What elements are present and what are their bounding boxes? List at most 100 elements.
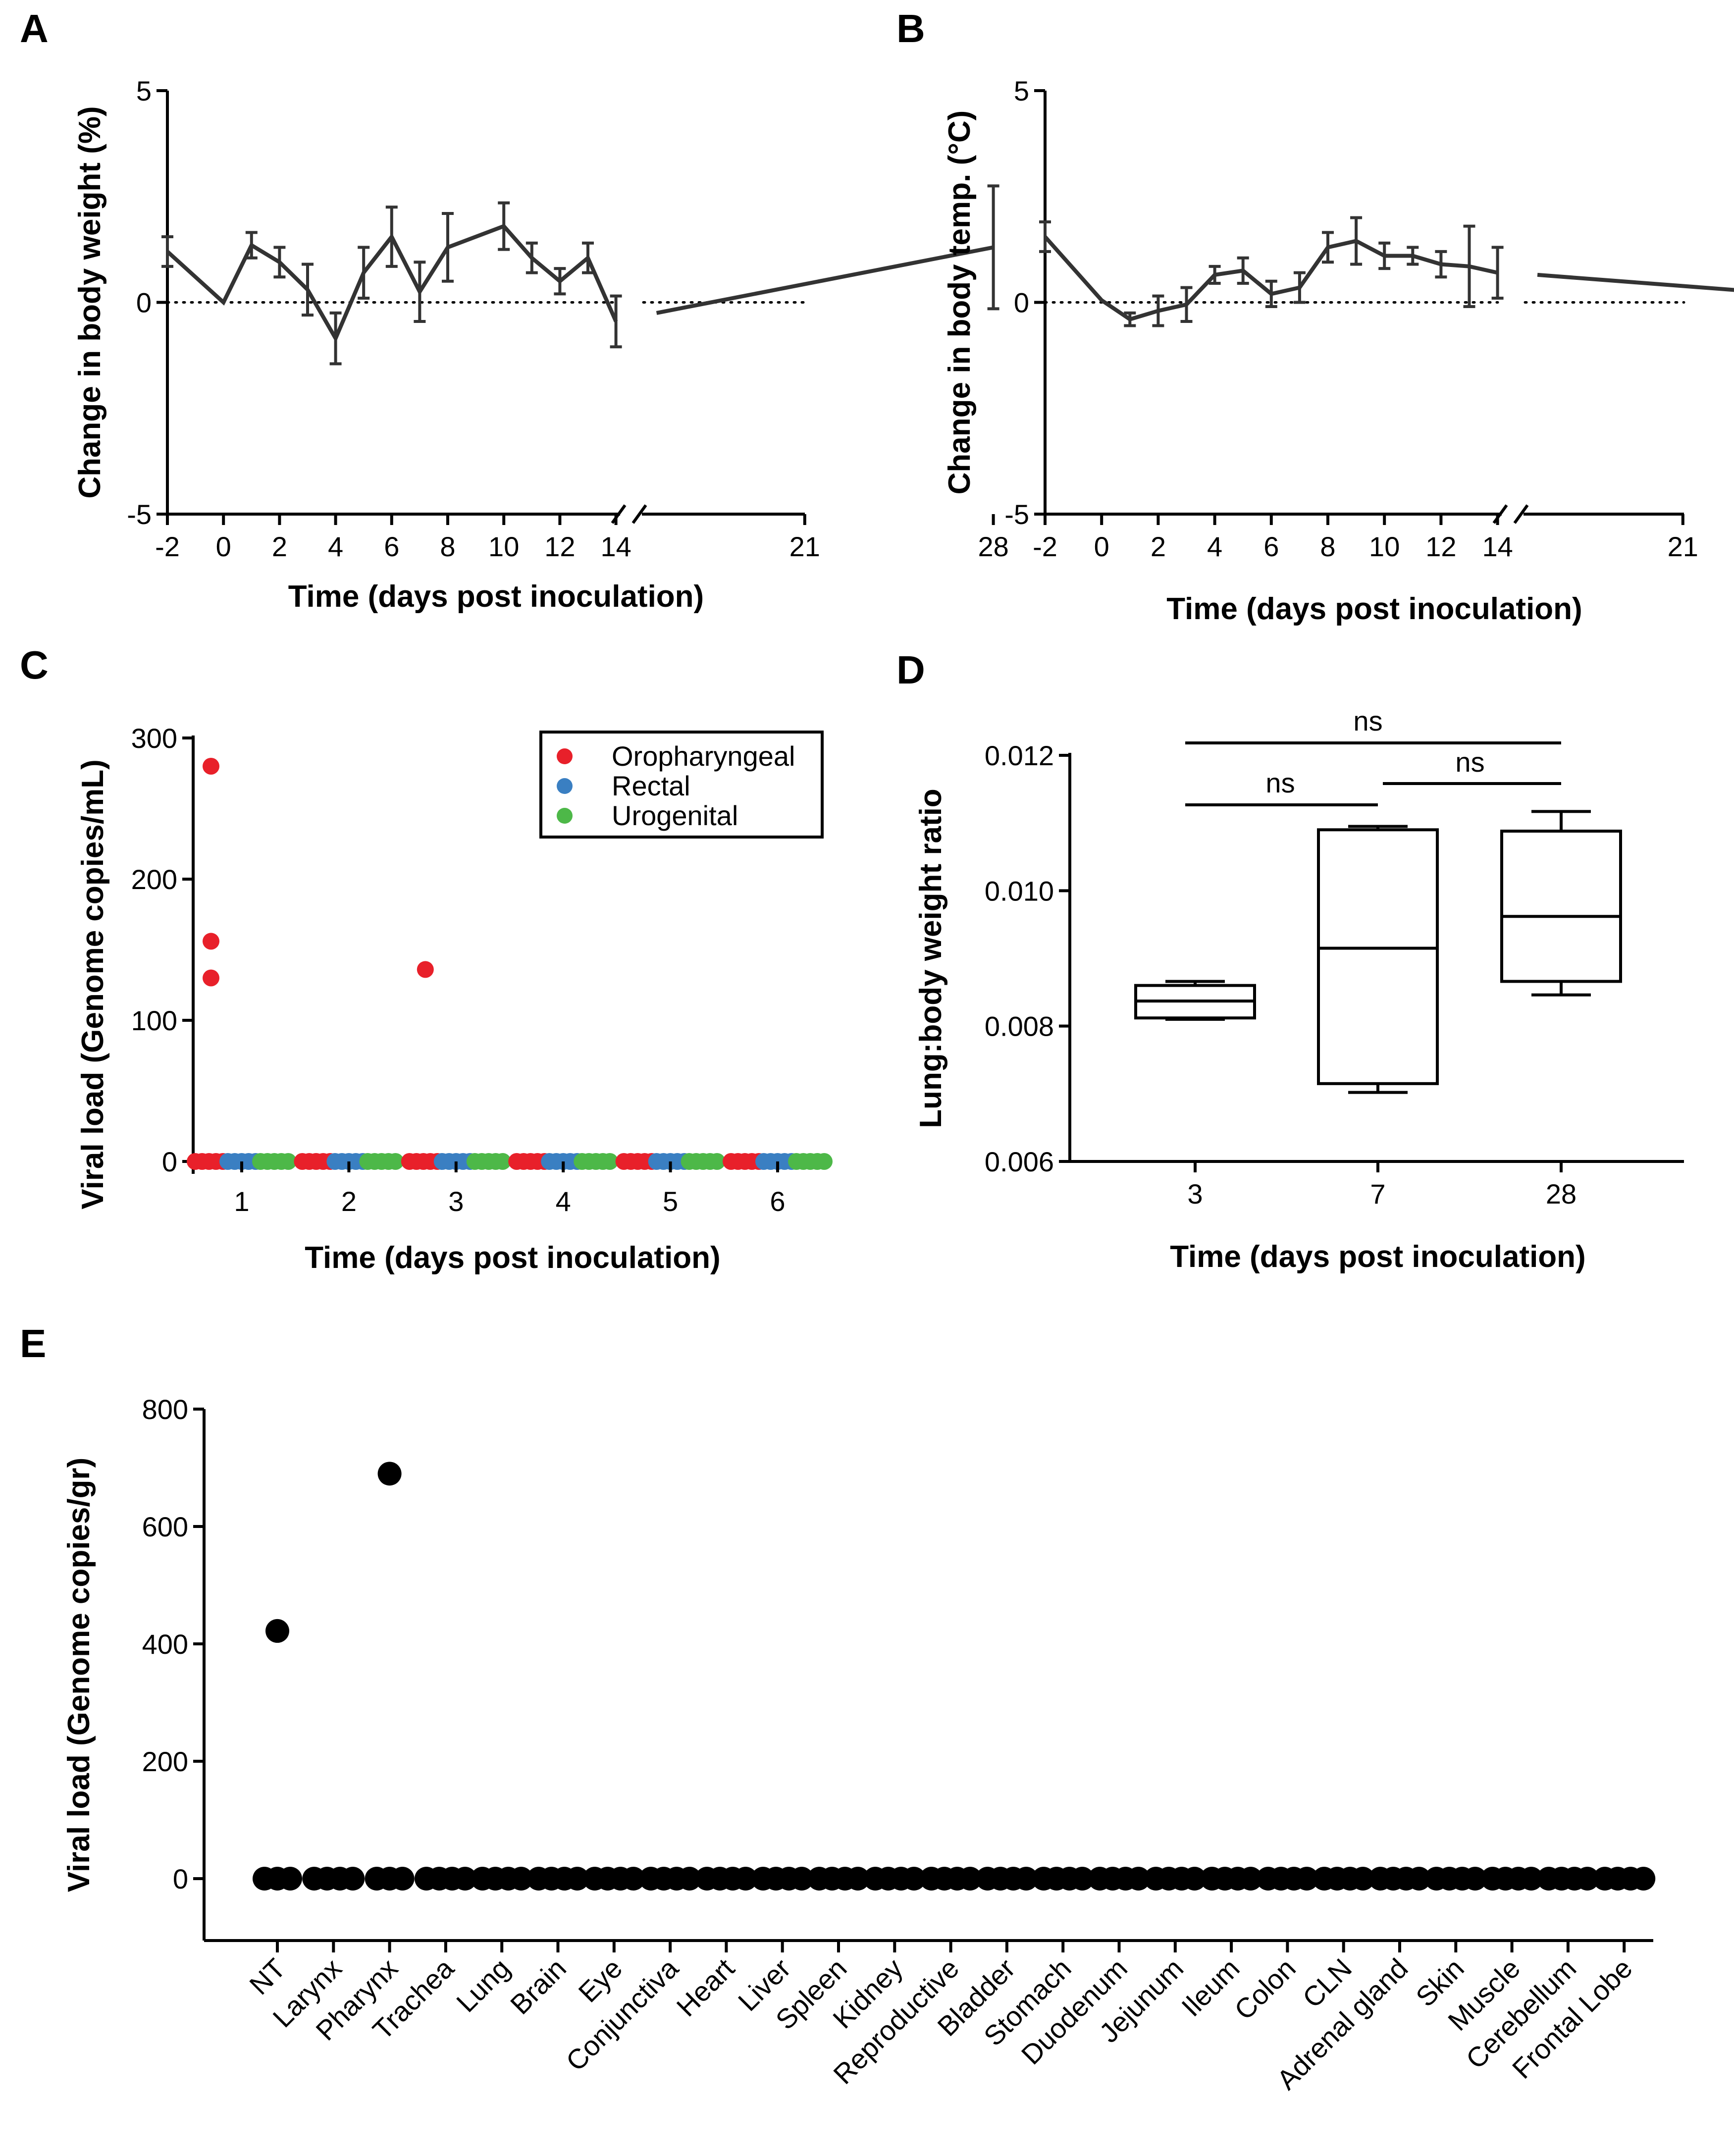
x-tick-label: 2: [272, 531, 287, 562]
x-tick-label: 2: [341, 1186, 357, 1217]
data-series-line: [656, 245, 994, 315]
panel-a-weight-chart: -5 0 5 -2 0 2 4 6 8 10 12 14 21 28 Change in body weig…: [73, 75, 1009, 614]
urogenital-point: [708, 1153, 726, 1170]
x-tick-label: Colon: [1228, 1952, 1302, 2026]
tissue-data-point: [509, 1867, 533, 1891]
significance-label: ns: [1353, 705, 1382, 736]
x-tick-label: Lung: [450, 1952, 516, 2018]
x-tick-label: 4: [328, 531, 343, 562]
urogenital-point: [816, 1153, 833, 1170]
x-axis-label: Time (days post inoculation): [1170, 1240, 1585, 1274]
y-tick-label: 0: [162, 1146, 177, 1177]
y-tick-label: 600: [142, 1511, 188, 1542]
tissue-data-point: [265, 1619, 289, 1643]
panel-label-e: E: [20, 1321, 46, 1366]
y-tick-label: 0: [136, 287, 152, 318]
panel-e-viral-load-tissues-chart: 0200400600800NTLarynxPharynxTracheaLungB…: [62, 1394, 1656, 2096]
y-axis-label: Change in body temp. (°C): [943, 110, 977, 495]
y-tick-label: 0: [1014, 287, 1029, 318]
data-series-line: [1537, 272, 1734, 292]
oropharyngeal-point: [203, 758, 219, 775]
x-tick-label: 7: [1370, 1178, 1385, 1209]
x-tick-label: 28: [1546, 1178, 1576, 1209]
tissue-data-point: [846, 1867, 870, 1891]
panel-label-d: D: [896, 648, 925, 692]
y-tick-label: 400: [142, 1629, 188, 1660]
x-tick-label: 4: [1207, 531, 1222, 562]
tissue-data-point: [1519, 1867, 1543, 1891]
tissue-data-point: [1351, 1867, 1375, 1891]
legend-box: [539, 731, 824, 839]
tissue-data-point: [1463, 1867, 1487, 1891]
x-tick-label: Ileum: [1175, 1952, 1245, 2022]
tissue-data-point: [678, 1867, 702, 1891]
x-tick-label: 0: [216, 531, 231, 562]
panel-label-c: C: [20, 643, 49, 687]
tissue-data-point: [1014, 1867, 1038, 1891]
x-tick-label: 12: [544, 531, 575, 562]
panel-c-viral-load-swabs-chart: 0 100 200 300 1 2 3 4 5 6 OropharyngealRectalUroge…: [76, 723, 833, 1275]
significance-label: ns: [1455, 746, 1484, 778]
panel-b-temperature-chart: -5 0 5 -2 0 2 4 6 8 10 12 14 21 28 Change in body temp…: [943, 75, 1734, 626]
x-tick-label: 4: [556, 1186, 571, 1217]
axis-break-mark: [1513, 504, 1529, 524]
urogenital-point: [494, 1153, 511, 1170]
y-tick-label: 0.008: [985, 1011, 1054, 1042]
data-series-line: [1044, 235, 1498, 322]
legend-label-urogenital: Urogenital: [612, 800, 738, 831]
significance-label: ns: [1265, 767, 1295, 798]
x-tick-label: 2: [1151, 531, 1166, 562]
tissue-data-point: [1126, 1867, 1151, 1891]
x-tick-label: 6: [384, 531, 399, 562]
x-tick-label: 3: [448, 1186, 464, 1217]
axis-break-mark: [1492, 504, 1508, 524]
y-tick-label: 300: [131, 723, 177, 754]
x-tick-label: -2: [155, 531, 180, 562]
x-tick-label: -2: [1033, 531, 1057, 562]
y-tick-label: 5: [136, 75, 152, 106]
tissue-data-point: [453, 1867, 477, 1891]
x-tick-label: 14: [600, 531, 631, 562]
tissue-data-point: [789, 1867, 814, 1891]
y-tick-label: -5: [127, 499, 152, 530]
x-tick-label: Brain: [504, 1952, 572, 2020]
legend-marker-rectal: [557, 778, 573, 794]
legend-label-rectal: Rectal: [612, 770, 690, 801]
y-tick-label: 0.006: [985, 1146, 1054, 1177]
y-axis-label: Lung:body weight ratio: [914, 789, 948, 1128]
y-tick-label: 0.010: [985, 875, 1054, 906]
y-tick-label: -5: [1004, 499, 1029, 530]
x-tick-label: 21: [1668, 531, 1698, 562]
urogenital-point: [601, 1153, 619, 1170]
x-axis-label: Time (days post inoculation): [288, 579, 704, 614]
x-tick-label: 10: [1369, 531, 1400, 562]
box-iqr: [1317, 828, 1439, 1085]
y-tick-label: 800: [142, 1394, 188, 1425]
x-tick-label: 3: [1187, 1178, 1203, 1209]
urogenital-point: [280, 1153, 297, 1170]
tissue-data-point: [734, 1867, 758, 1891]
tissue-data-point: [1295, 1867, 1319, 1891]
axis-break-mark: [611, 504, 627, 524]
legend-marker-urogenital: [557, 808, 573, 824]
tissue-data-point: [565, 1867, 589, 1891]
tissue-data-point: [1407, 1867, 1431, 1891]
tissue-data-point: [621, 1867, 645, 1891]
panel-label-b: B: [896, 6, 925, 51]
x-tick-label: 5: [663, 1186, 678, 1217]
tissue-data-point: [1182, 1867, 1207, 1891]
axis-break-mark: [631, 504, 647, 524]
box-iqr: [1500, 830, 1622, 983]
x-tick-label: 1: [234, 1186, 249, 1217]
tissue-data-point: [1070, 1867, 1095, 1891]
x-tick-label: 10: [488, 531, 519, 562]
tissue-data-point: [958, 1867, 982, 1891]
x-tick-label: 0: [1094, 531, 1109, 562]
y-tick-label: 0.012: [985, 740, 1054, 771]
tissue-data-point: [390, 1867, 415, 1891]
y-tick-label: 5: [1014, 75, 1029, 106]
y-tick-label: 0: [173, 1863, 188, 1894]
panel-label-a: A: [20, 6, 49, 51]
tissue-data-point: [341, 1867, 365, 1891]
